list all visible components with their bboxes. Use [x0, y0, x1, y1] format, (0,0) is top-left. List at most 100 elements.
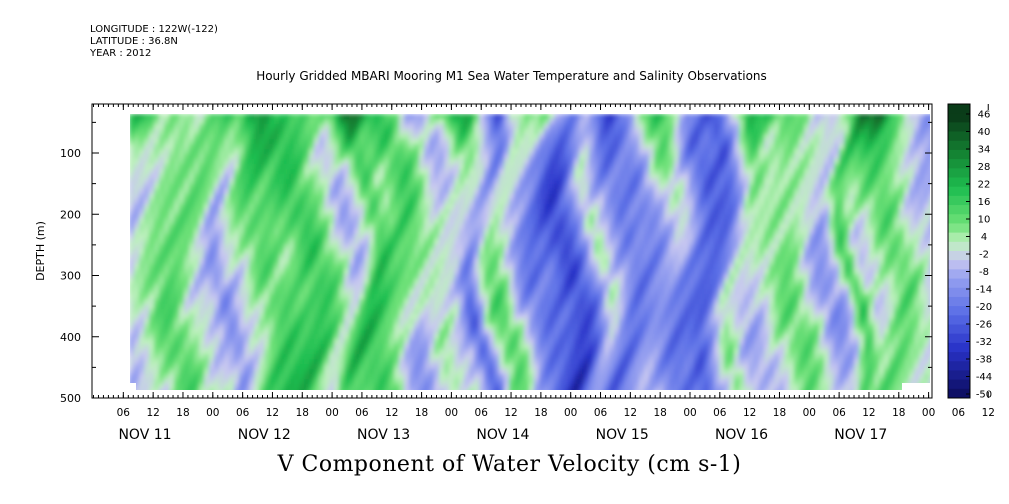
colorbar-swatch	[948, 296, 970, 307]
colorbar-label: 4	[981, 232, 987, 243]
x-day-label: NOV 12	[238, 427, 291, 443]
x-hour-tick-label: 06	[832, 407, 846, 419]
colorbar-swatch	[948, 324, 970, 335]
colorbar-swatch	[948, 131, 970, 142]
x-hour-tick-label: 12	[385, 407, 398, 419]
x-hour-tick-label: 00	[803, 407, 816, 419]
x-day-label: NOV 17	[834, 427, 887, 443]
x-day-label: NOV 16	[715, 427, 768, 443]
colorbar-label: -44	[976, 372, 992, 383]
x-day-label: NOV 15	[596, 427, 649, 443]
year-label: YEAR : 2012	[90, 48, 152, 59]
y-tick-label: 400	[60, 331, 81, 344]
axes: 06 12 18 00 06 12 18 00 06 12 18 00 06 12 18 00 06 12 18 00…	[34, 104, 995, 443]
colorbar-swatch	[948, 205, 970, 215]
colorbar-swatch	[948, 223, 970, 234]
longitude-label: LONGITUDE : 122W(-122)	[90, 24, 218, 35]
colorbar-label: 46	[978, 110, 991, 121]
x-hour-tick-label: 18	[176, 407, 189, 419]
colorbar-swatch	[948, 168, 970, 178]
x-hour-tick-label: 06	[594, 407, 608, 419]
colorbar-swatch	[948, 269, 970, 279]
colorbar-swatch	[948, 278, 970, 289]
y-axis-label: DEPTH (m)	[34, 221, 47, 281]
colorbar-swatch	[948, 122, 970, 132]
colorbar-swatch	[948, 241, 970, 252]
colorbar-label: -50	[976, 390, 992, 401]
x-hour-tick-label: 06	[236, 407, 250, 419]
colorbar-label: -38	[976, 355, 992, 366]
colorbar-label: 16	[978, 197, 991, 208]
x-day-label: NOV 11	[118, 427, 171, 443]
colorbar-swatch	[948, 315, 970, 325]
y-tick-label: 500	[60, 392, 81, 405]
colorbar: 46 40 34 28 22 16 10 4 -2 -8 -14 -20 -26 -32 -38 -44 -50	[947, 103, 992, 401]
colorbar-swatch	[948, 306, 970, 316]
latitude-label: LATITUDE : 36.8N	[90, 36, 178, 47]
colorbar-frame	[947, 103, 971, 399]
colorbar-label: -32	[976, 337, 992, 348]
x-hour-tick-label: 06	[952, 407, 966, 419]
colorbar-swatch	[948, 388, 970, 399]
x-hour-tick-label: 06	[713, 407, 727, 419]
x-hour-tick-label: 18	[415, 407, 428, 419]
colorbar-label: -20	[976, 302, 992, 313]
colorbar-label: 22	[978, 180, 991, 191]
x-hour-tick-label: 12	[504, 407, 517, 419]
x-hour-tick-label: 18	[653, 407, 666, 419]
colorbar-swatch	[948, 195, 970, 206]
x-hour-tick-label: 12	[743, 407, 756, 419]
x-hour-tick-label: 06	[117, 407, 131, 419]
colorbar-label: 34	[978, 145, 991, 156]
x-hour-tick-label: 00	[683, 407, 696, 419]
chart-title: Hourly Gridded MBARI Mooring M1 Sea Wate…	[256, 69, 767, 83]
x-hour-tick-label: 00	[922, 407, 935, 419]
x-hour-tick-label: 06	[475, 407, 489, 419]
heatmap-field	[129, 114, 930, 390]
colorbar-swatch	[948, 177, 970, 188]
colorbar-swatch	[948, 361, 970, 371]
colorbar-swatch	[948, 113, 970, 123]
x-hour-tick-label: 12	[146, 407, 159, 419]
x-hour-tick-label: 00	[564, 407, 577, 419]
x-hour-tick-label: 00	[445, 407, 458, 419]
colorbar-swatch	[948, 287, 970, 298]
colorbar-swatch	[948, 379, 970, 390]
x-hour-tick-label: 12	[624, 407, 637, 419]
colorbar-swatch	[948, 342, 970, 353]
x-hour-tick-label: 00	[325, 407, 338, 419]
chart-subtitle: V Component of Water Velocity (cm s-1)	[277, 452, 742, 477]
x-hour-tick-label: 18	[296, 407, 309, 419]
colorbar-swatch	[948, 333, 970, 344]
colorbar-label: 10	[978, 215, 991, 226]
colorbar-swatch	[948, 104, 970, 114]
x-hour-tick-label: 18	[892, 407, 905, 419]
x-hour-tick-label: 12	[862, 407, 875, 419]
colorbar-label: -8	[979, 267, 989, 278]
colorbar-label: -2	[979, 250, 989, 261]
x-hour-tick-label: 12	[266, 407, 279, 419]
colorbar-swatch	[948, 186, 970, 197]
colorbar-swatch	[948, 214, 970, 224]
colorbar-swatch	[948, 140, 970, 151]
y-tick-label: 300	[60, 270, 81, 283]
x-day-label: NOV 13	[357, 427, 410, 443]
x-hour-tick-label: 12	[982, 407, 995, 419]
colorbar-swatch	[948, 352, 970, 362]
x-day-label: NOV 14	[476, 427, 529, 443]
x-hour-tick-label: 06	[355, 407, 369, 419]
colorbar-swatch	[948, 370, 970, 381]
colorbar-swatch	[948, 232, 970, 243]
colorbar-swatch	[948, 159, 970, 169]
colorbar-swatch	[948, 260, 970, 270]
colorbar-label: 40	[978, 127, 991, 138]
colorbar-label: -26	[976, 320, 992, 331]
colorbar-label: 28	[978, 162, 991, 173]
plot-frame	[91, 103, 933, 399]
colorbar-swatch	[948, 251, 970, 261]
y-tick-label: 100	[60, 147, 81, 160]
x-hour-tick-label: 18	[534, 407, 547, 419]
x-hour-tick-label: 00	[206, 407, 219, 419]
colorbar-label: -14	[976, 285, 992, 296]
